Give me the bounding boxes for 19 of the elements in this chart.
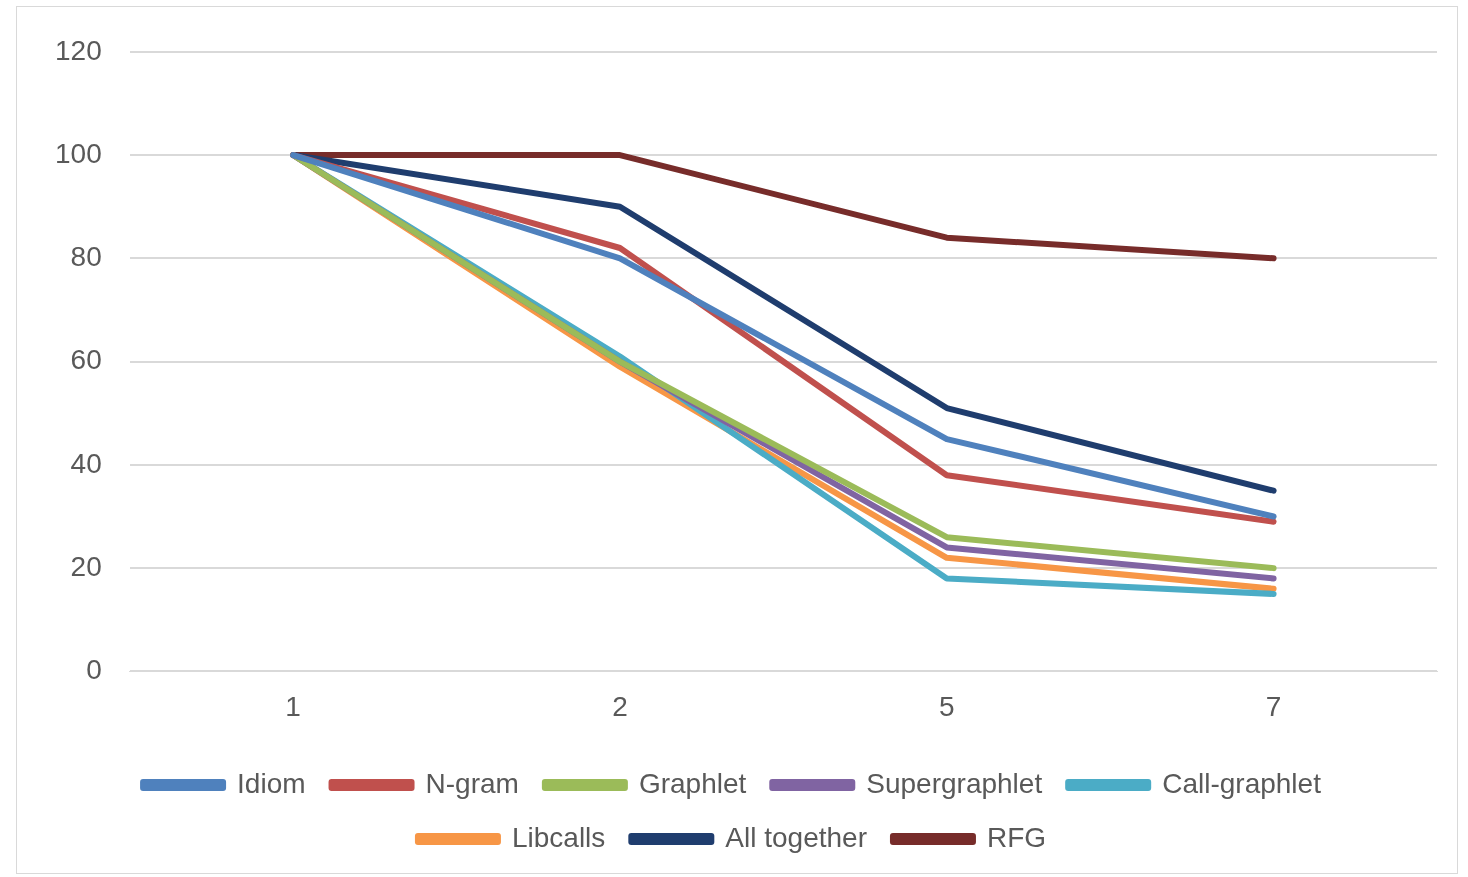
y-tick-label: 60: [70, 344, 102, 376]
legend-label: Call-graphlet: [1162, 767, 1322, 799]
y-tick-label: 40: [70, 447, 102, 479]
y-tick-label: 80: [70, 241, 102, 273]
legend-label: N-gram: [425, 767, 519, 799]
x-tick-label: 7: [1265, 690, 1282, 722]
legend-label: Idiom: [237, 767, 306, 799]
y-tick-label: 0: [86, 654, 102, 686]
legend-label: Libcalls: [511, 821, 606, 853]
y-tick-label: 100: [55, 137, 102, 169]
legend-label: RFG: [986, 821, 1047, 853]
x-tick-label: 1: [285, 690, 301, 722]
y-tick-label: 120: [55, 34, 102, 66]
legend-label: Graphlet: [638, 767, 747, 799]
legend-label: Supergraphlet: [866, 767, 1043, 799]
x-tick-label: 2: [612, 690, 628, 722]
x-tick-label: 5: [938, 690, 955, 722]
legend-label: All together: [725, 821, 867, 853]
y-tick-label: 20: [70, 550, 102, 582]
